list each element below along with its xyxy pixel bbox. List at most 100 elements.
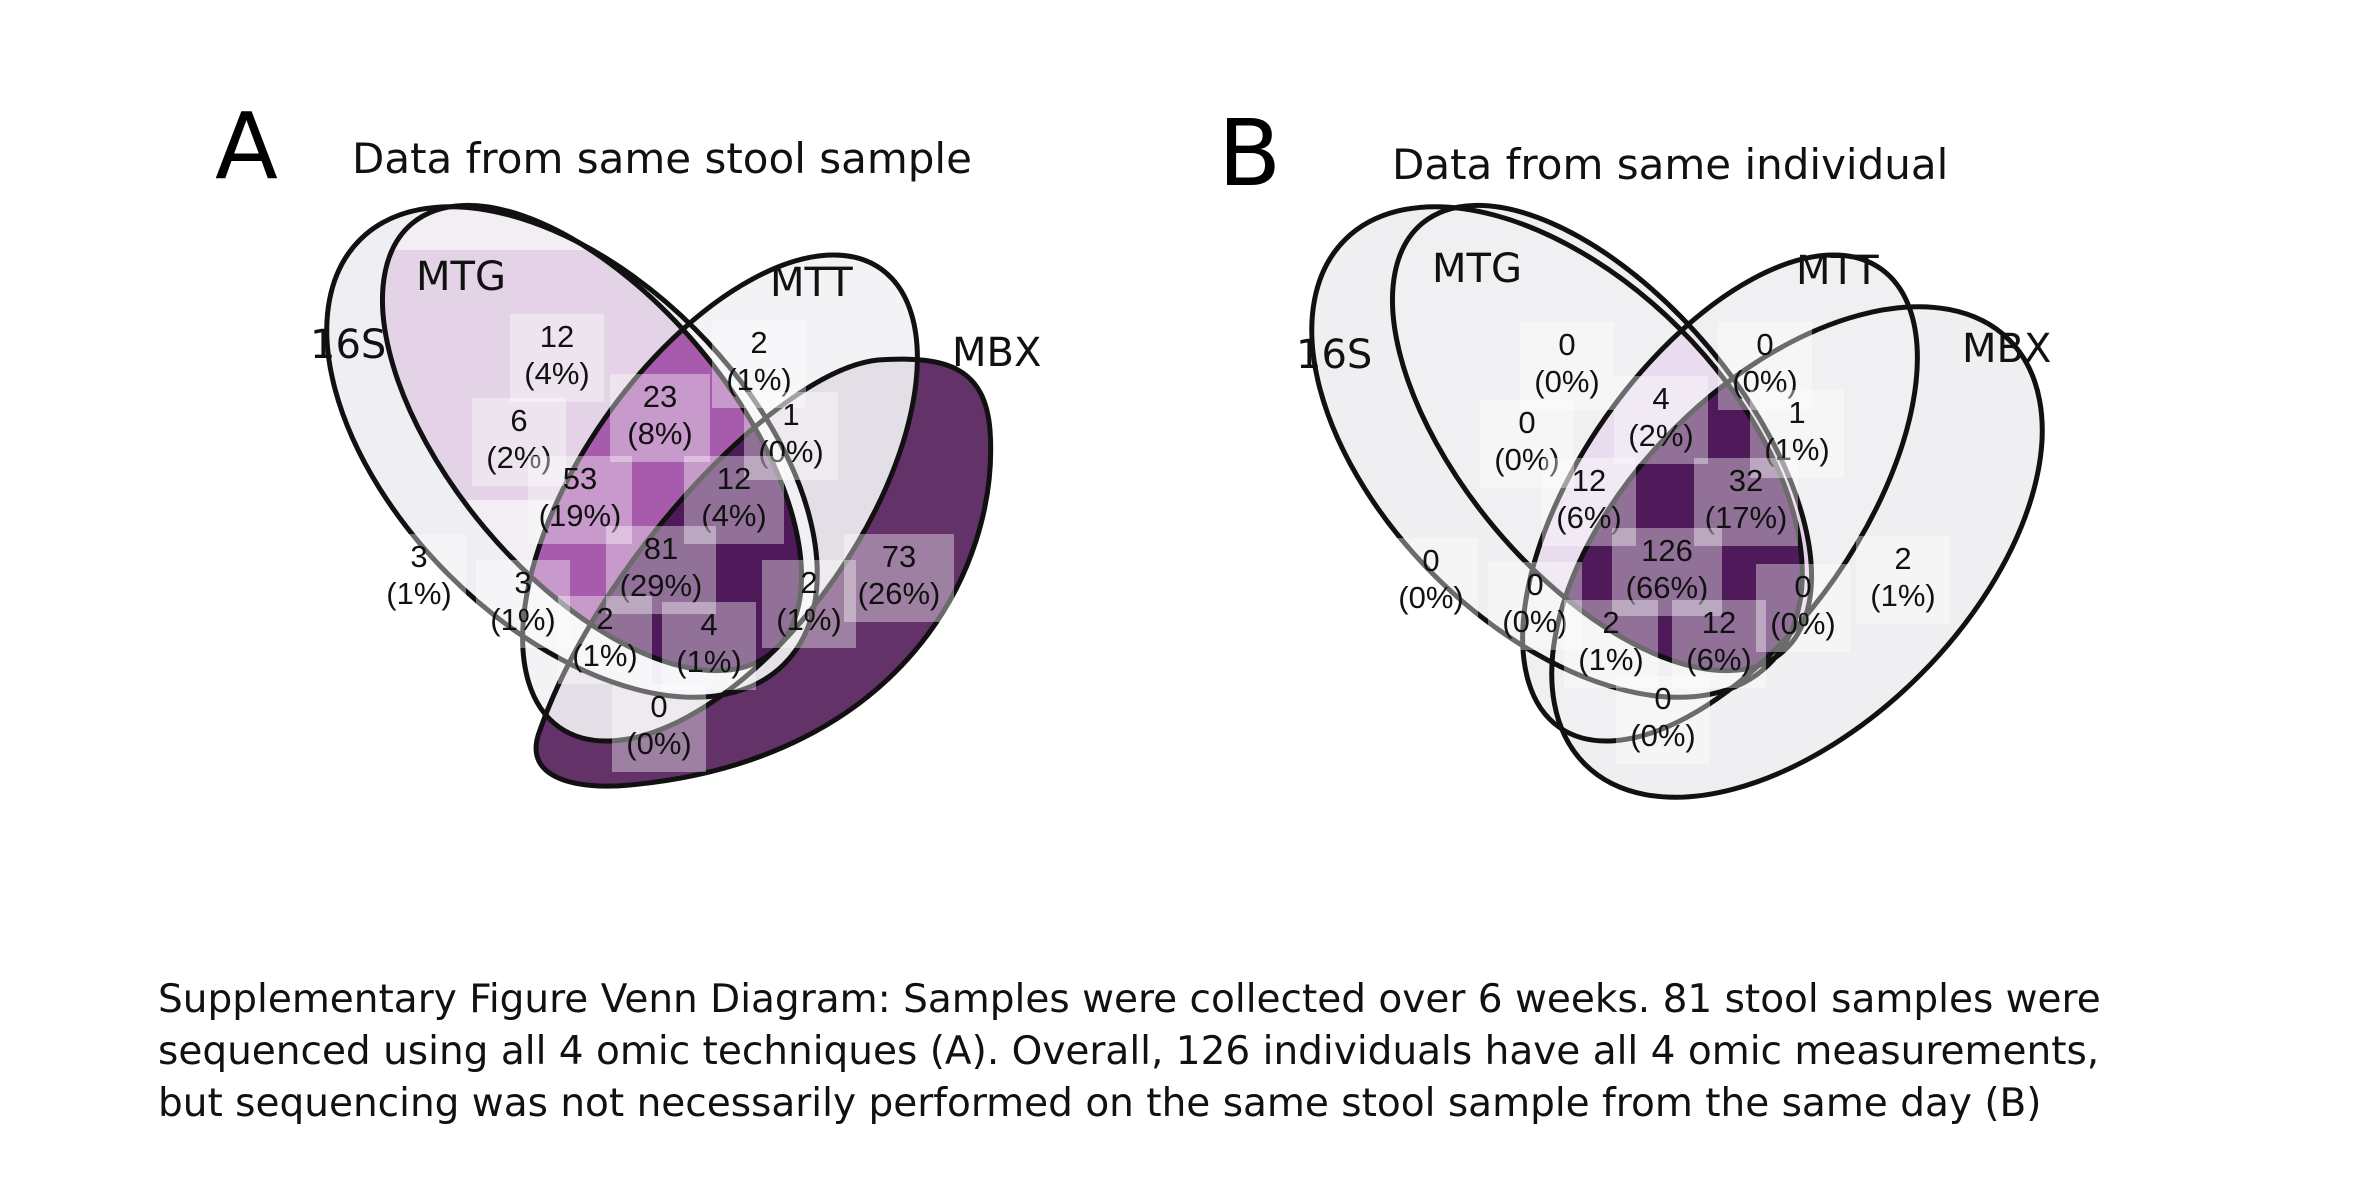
region-count-value: 2 xyxy=(750,325,767,360)
panel-a-outlines xyxy=(324,202,994,789)
caption-line: Supplementary Figure Venn Diagram: Sampl… xyxy=(158,977,2101,1022)
region-count: 3 (1%) xyxy=(372,534,466,622)
region-count-pct: (6%) xyxy=(1556,500,1621,535)
region-count-pct: (6%) xyxy=(1686,642,1751,677)
region-count: 12 (4%) xyxy=(510,314,604,402)
region-count-pct: (1%) xyxy=(490,602,555,637)
region-count-pct: (0%) xyxy=(1630,718,1695,753)
panel-a-label-mtt: MTT xyxy=(770,260,853,306)
panel-a-counts: 3 (1%) 12 (4%) 2 (1%) 73 (26%) 6 (2%) 23… xyxy=(372,314,954,772)
region-count-pct: (29%) xyxy=(620,568,703,603)
region-count: 0 (0%) xyxy=(1616,676,1710,764)
region-count-value: 3 xyxy=(410,539,427,574)
region-count-pct: (1%) xyxy=(726,362,791,397)
region-count-pct: (1%) xyxy=(1764,432,1829,467)
region-count-value: 0 xyxy=(1558,327,1575,362)
region-count: 53 (19%) xyxy=(528,456,632,544)
region-count-value: 2 xyxy=(596,601,613,636)
region-count: 2 (1%) xyxy=(712,320,806,408)
region-count: 2 (1%) xyxy=(1564,600,1658,688)
region-count: 0 (0%) xyxy=(1718,322,1812,410)
region-count-value: 0 xyxy=(1756,327,1773,362)
region-count-pct: (17%) xyxy=(1705,500,1788,535)
region-count-value: 12 xyxy=(1702,605,1736,640)
region-count-pct: (0%) xyxy=(1534,364,1599,399)
region-count: 4 (2%) xyxy=(1614,376,1708,464)
panel-b-label-16s: 16S xyxy=(1296,332,1372,378)
region-count: 1 (0%) xyxy=(744,392,838,480)
panel-a-letter: A xyxy=(215,93,278,200)
caption-line: sequenced using all 4 omic techniques (A… xyxy=(158,1029,2100,1074)
region-count-pct: (1%) xyxy=(676,644,741,679)
region-count-value: 81 xyxy=(644,531,678,566)
region-count-pct: (2%) xyxy=(486,440,551,475)
region-count-pct: (8%) xyxy=(627,416,692,451)
panel-b-letter: B xyxy=(1218,100,1281,207)
region-count-value: 73 xyxy=(882,539,916,574)
region-count: 0 (0%) xyxy=(1384,538,1478,626)
panel-b-counts: 0 (0%) 0 (0%) 0 (0%) 2 (1%) 0 (0%) 4 (2%… xyxy=(1384,322,1950,764)
region-count: 2 (1%) xyxy=(762,560,856,648)
region-count-pct: (4%) xyxy=(524,356,589,391)
region-count-pct: (1%) xyxy=(386,576,451,611)
region-count-pct: (66%) xyxy=(1626,570,1709,605)
region-count: 73 (26%) xyxy=(844,534,954,622)
panel-a: A Data from same stool sample xyxy=(215,93,1041,789)
region-count-value: 12 xyxy=(1572,463,1606,498)
region-count: 0 (0%) xyxy=(1520,322,1614,410)
region-count-pct: (0%) xyxy=(626,726,691,761)
region-count: 4 (1%) xyxy=(662,602,756,690)
region-count-pct: (0%) xyxy=(1502,604,1567,639)
region-count-value: 2 xyxy=(800,565,817,600)
region-count: 126 (66%) xyxy=(1612,528,1722,616)
region-count-value: 32 xyxy=(1729,463,1763,498)
region-count: 23 (8%) xyxy=(610,374,710,462)
region-count: 0 (0%) xyxy=(612,684,706,772)
panel-a-label-16s: 16S xyxy=(310,322,386,368)
region-count-value: 0 xyxy=(1422,543,1439,578)
panel-b-fills xyxy=(1311,205,2043,798)
panel-b-mbx-outline xyxy=(1549,304,2045,800)
region-count: 81 (29%) xyxy=(606,526,716,614)
panel-a-mtt-outline xyxy=(520,252,920,744)
region-count-value: 0 xyxy=(650,689,667,724)
region-count-pct: (1%) xyxy=(1870,578,1935,613)
region-count-value: 2 xyxy=(1602,605,1619,640)
region-count-value: 0 xyxy=(1794,569,1811,604)
panel-a-16s-outline xyxy=(324,204,820,700)
region-count-value: 3 xyxy=(514,565,531,600)
region-count-value: 12 xyxy=(540,319,574,354)
region-count-pct: (0%) xyxy=(1732,364,1797,399)
region-count: 0 (0%) xyxy=(1480,400,1574,488)
region-count-value: 23 xyxy=(643,379,677,414)
region-count: 12 (4%) xyxy=(684,456,784,544)
region-count-pct: (0%) xyxy=(1494,442,1559,477)
region-count-value: 1 xyxy=(782,397,799,432)
region-count: 1 (1%) xyxy=(1750,390,1844,478)
panel-a-label-mbx: MBX xyxy=(952,330,1041,376)
panel-b-outlines xyxy=(1309,202,2045,800)
region-count: 12 (6%) xyxy=(1672,600,1766,688)
region-count-value: 0 xyxy=(1654,681,1671,716)
region-count-value: 4 xyxy=(1652,381,1669,416)
region-count-value: 6 xyxy=(510,403,527,438)
region-count-value: 0 xyxy=(1518,405,1535,440)
region-count-value: 2 xyxy=(1894,541,1911,576)
panel-a-title: Data from same stool sample xyxy=(352,134,972,183)
panel-b-mtg-outline xyxy=(1389,202,1815,674)
region-count-value: 53 xyxy=(563,461,597,496)
panel-b-label-mbx: MBX xyxy=(1962,326,2051,372)
panel-a-mbx-outline xyxy=(533,356,994,789)
region-count-value: 4 xyxy=(700,607,717,642)
figure-caption: Supplementary Figure Venn Diagram: Sampl… xyxy=(158,974,2308,1130)
region-count: 2 (1%) xyxy=(558,596,652,684)
region-count-value: 12 xyxy=(717,461,751,496)
panel-b-title: Data from same individual xyxy=(1392,140,1948,189)
region-count-value: 1 xyxy=(1788,395,1805,430)
panel-b-label-mtt: MTT xyxy=(1796,248,1879,294)
region-count: 6 (2%) xyxy=(472,398,566,486)
panel-a-label-mtg: MTG xyxy=(416,254,506,300)
region-count-value: 0 xyxy=(1526,567,1543,602)
panel-b-label-mtg: MTG xyxy=(1432,246,1522,292)
